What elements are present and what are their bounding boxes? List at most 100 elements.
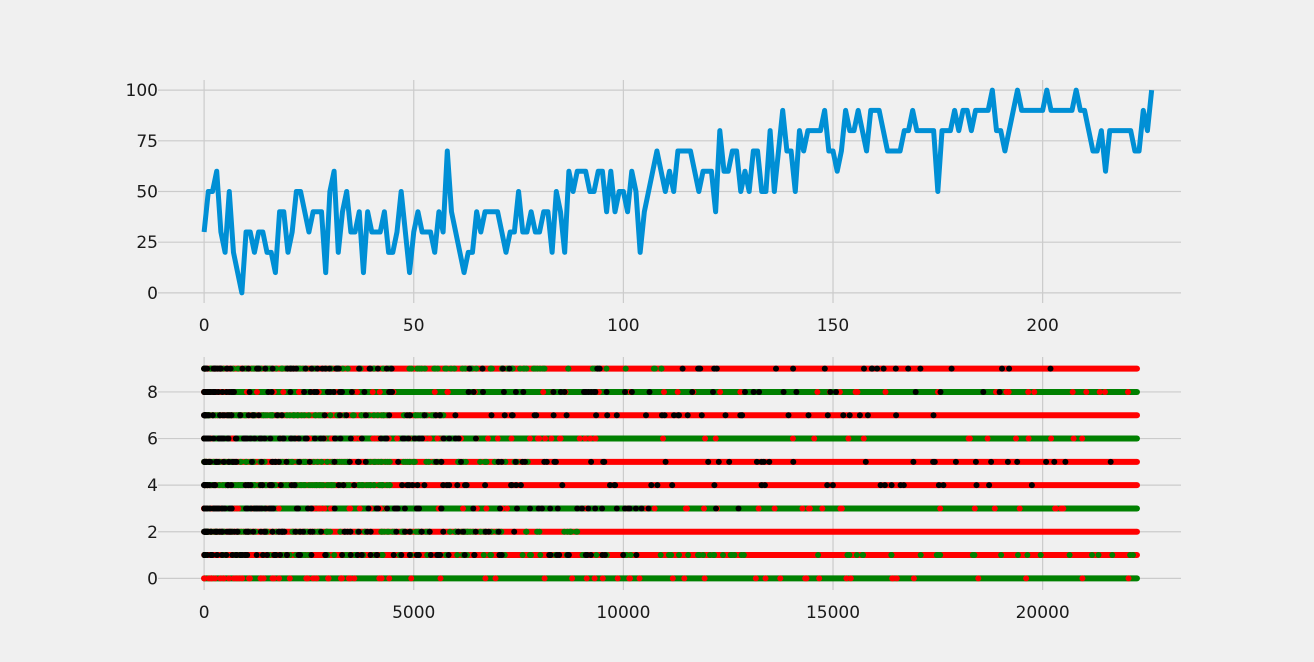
x-tick-label: 50 (403, 316, 425, 336)
scatter-point (1096, 388, 1103, 395)
scatter-point (346, 505, 353, 512)
scatter-point (607, 482, 613, 489)
scatter-point (705, 458, 712, 465)
scatter-point (415, 552, 422, 559)
scatter-point (383, 435, 390, 442)
scatter-point (519, 458, 526, 465)
scatter-point (1013, 435, 1019, 442)
scatter-point (269, 528, 276, 535)
scatter-point (523, 365, 530, 372)
scatter-point (611, 482, 618, 489)
scatter-point (930, 412, 937, 419)
scatter-point (300, 528, 307, 535)
scatter-point (340, 482, 347, 489)
scatter-point (1125, 575, 1132, 582)
scatter-point (541, 458, 548, 465)
scatter-point (458, 458, 464, 465)
scatter-point (1083, 388, 1090, 395)
scatter-point (404, 412, 411, 419)
scatter-point (622, 365, 629, 372)
scatter-point (335, 482, 342, 489)
scatter-point (480, 388, 486, 395)
scatter-point (937, 388, 944, 395)
scatter-point (355, 458, 361, 465)
scatter-point (824, 412, 831, 419)
scatter-point (1048, 435, 1055, 442)
scatter-point (305, 412, 312, 419)
scatter-point (286, 575, 293, 582)
scatter-point (892, 365, 899, 372)
scatter-point (215, 388, 222, 395)
scatter-point (297, 552, 304, 559)
scatter-point (599, 505, 606, 512)
scatter-point (237, 412, 244, 419)
scatter-point (280, 435, 287, 442)
scatter-point (291, 482, 298, 489)
scatter-point (225, 482, 232, 489)
scatter-point (1016, 505, 1023, 512)
scatter-point (201, 388, 208, 395)
scatter-point (327, 388, 334, 395)
scatter-point (508, 435, 515, 442)
scatter-point (620, 552, 627, 559)
scatter-point (482, 575, 489, 582)
scatter-point (487, 365, 494, 372)
scatter-point (756, 388, 763, 395)
scatter-point (500, 388, 507, 395)
scatter-point (257, 482, 264, 489)
scatter-point (675, 412, 682, 419)
scatter-point (889, 575, 896, 582)
scatter-row-2 (201, 528, 1140, 535)
scatter-point (1015, 552, 1021, 559)
scatter-point (1052, 505, 1059, 512)
scatter-point (513, 482, 520, 489)
scatter-point (473, 365, 480, 372)
scatter-point (846, 412, 853, 419)
scatter-point (494, 435, 501, 442)
scatter-point (862, 458, 869, 465)
scatter-point (356, 365, 363, 372)
scatter-point (519, 552, 526, 559)
scatter-point (554, 552, 560, 559)
scatter-point (583, 575, 590, 582)
scatter-point (582, 435, 589, 442)
scatter-point (917, 552, 924, 559)
scatter-point (996, 388, 1003, 395)
scatter-point (651, 505, 658, 512)
scatter-point (722, 412, 729, 419)
y-tick-label: 6 (147, 430, 158, 450)
scatter-point (462, 458, 469, 465)
scatter-point (212, 365, 219, 372)
scatter-point (477, 528, 484, 535)
scatter-point (341, 528, 348, 535)
scatter-point (585, 505, 592, 512)
x-tick-label: 10000 (596, 603, 650, 623)
y-tick-label: 8 (147, 383, 158, 403)
scatter-point (254, 388, 260, 395)
scatter-point (512, 388, 519, 395)
scatter-point (681, 575, 688, 582)
scatter-point (530, 365, 537, 372)
scatter-point (446, 435, 453, 442)
scatter-point (333, 365, 340, 372)
scatter-point (547, 505, 554, 512)
x-tick-label: 0 (199, 603, 210, 623)
scatter-point (701, 575, 708, 582)
scatter-point (534, 528, 541, 535)
scatter-point (379, 552, 386, 559)
scatter-point (224, 412, 231, 419)
scatter-point (440, 528, 447, 535)
scatter-point (547, 552, 554, 559)
scatter-point (811, 435, 818, 442)
scatter-point (277, 552, 284, 559)
scatter-point (262, 365, 269, 372)
scatter-point (214, 505, 221, 512)
scatter-point (278, 412, 285, 419)
scatter-point (1066, 552, 1073, 559)
scatter-point (674, 388, 681, 395)
scatter-point (336, 412, 343, 419)
scatter-point (235, 365, 242, 372)
scatter-point (710, 388, 716, 395)
scatter-point (574, 505, 581, 512)
scatter-point (1004, 458, 1011, 465)
